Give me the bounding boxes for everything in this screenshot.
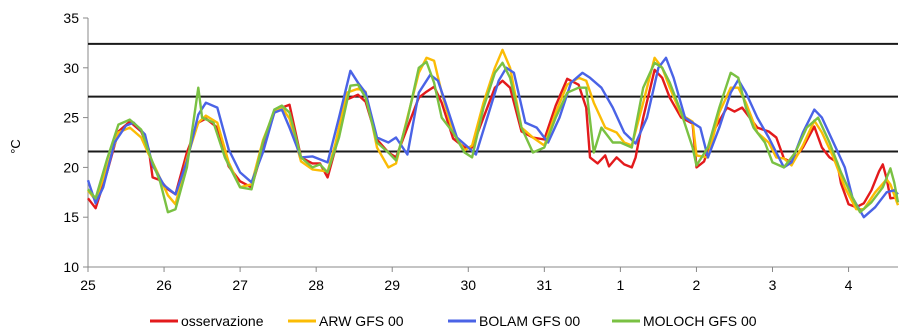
series-line-0 [87,68,899,210]
series-line-2 [86,56,899,219]
legend: osservazione ARW GFS 00 BOLAM GFS 00 MOLOCH… [150,313,757,329]
x-tick-label: 27 [232,277,248,293]
plot-area [83,17,900,272]
x-tick-label: 1 [616,277,624,293]
x-tick-label: 2 [693,277,701,293]
y-tick-label: 35 [63,10,79,26]
y-axis-label: °C [8,139,23,154]
x-tick-label: 31 [537,277,553,293]
x-tick-label: 30 [460,277,476,293]
y-tick-labels: 10 15 20 25 30 35 [63,10,79,275]
y-tick-label: 25 [63,110,79,126]
legend-label: osservazione [181,313,264,329]
x-tick-label: 28 [308,277,324,293]
x-tick-labels: 25 26 27 28 29 30 31 1 2 3 4 [80,277,852,293]
x-tick-label: 4 [845,277,853,293]
series-line-1 [87,48,900,211]
legend-label: ARW GFS 00 [319,313,404,329]
y-tick-label: 30 [63,60,79,76]
y-tick-label: 10 [63,259,79,275]
y-axis-title: °C [8,139,23,154]
legend-label: MOLOCH GFS 00 [643,313,757,329]
x-tick-label: 25 [80,277,96,293]
legend-label: BOLAM GFS 00 [479,313,580,329]
series-line-3 [87,60,900,214]
x-tick-label: 3 [769,277,777,293]
x-tick-label: 26 [156,277,172,293]
y-tick-label: 20 [63,159,79,175]
y-tick-label: 15 [63,209,79,225]
x-tick-label: 29 [384,277,400,293]
